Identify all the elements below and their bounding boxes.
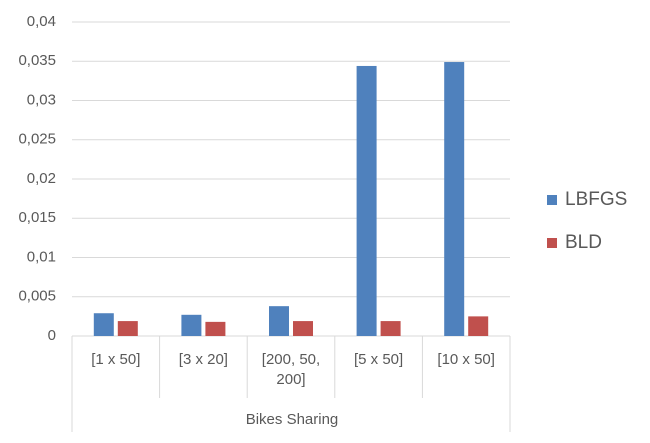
bar: [380, 321, 401, 336]
legend-label: LBFGS: [565, 189, 627, 210]
bar: [293, 321, 313, 336]
x-tick-label-box: [200, 50, 200]: [261, 351, 321, 388]
legend-swatch: [547, 238, 557, 248]
y-tick-label: 0,035: [18, 52, 56, 69]
y-tick-label: 0,01: [27, 248, 56, 265]
x-tick-label-box: [10 x 50]: [437, 351, 495, 368]
x-tick-label-box: [3 x 20]: [178, 351, 228, 368]
y-tick-label: 0,03: [27, 91, 56, 108]
x-tick-label: [3 x 20]: [178, 351, 228, 368]
y-tick-label: 0: [48, 327, 56, 344]
bar: [181, 314, 202, 336]
bar: [444, 62, 465, 336]
y-tick-label: 0,04: [27, 13, 56, 30]
y-tick-label: 0,025: [18, 131, 56, 148]
bar: [468, 316, 489, 336]
bar: [117, 321, 138, 336]
bar: [93, 313, 114, 336]
y-tick-label: 0,005: [18, 288, 56, 305]
x-tick-label: [5 x 50]: [353, 351, 404, 368]
category-group-label: Bikes Sharing: [246, 411, 339, 428]
x-tick-label: [10 x 50]: [437, 351, 495, 368]
legend-label: BLD: [565, 232, 602, 253]
x-tick-label-box: [1 x 50]: [91, 351, 141, 368]
bar: [356, 65, 377, 337]
x-tick-label: [200, 50, 200]: [261, 351, 321, 388]
x-tick-label: [1 x 50]: [91, 351, 141, 368]
bar: [269, 306, 289, 336]
y-tick-label: 0,02: [27, 170, 56, 187]
y-tick-label: 0,015: [18, 209, 56, 226]
bar: [205, 321, 226, 336]
x-tick-label-box: [5 x 50]: [353, 351, 404, 368]
legend-swatch: [547, 195, 557, 205]
